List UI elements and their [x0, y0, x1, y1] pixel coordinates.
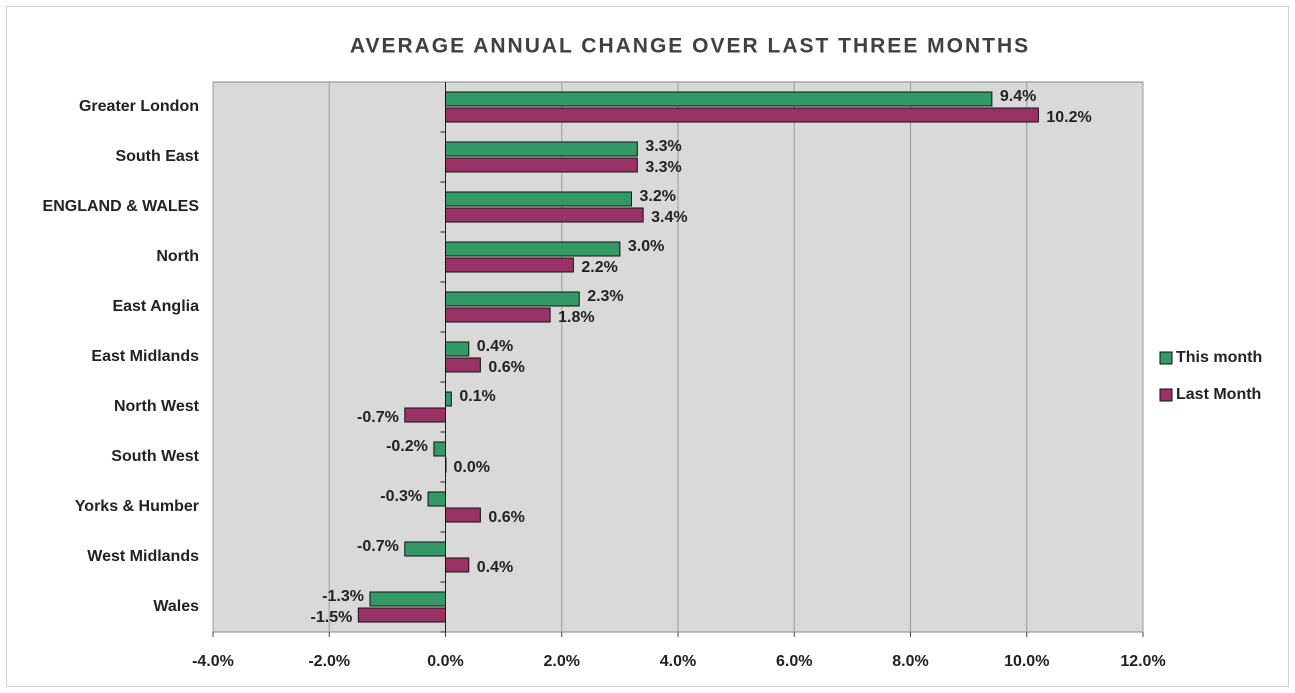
- y-tick-label: South East: [115, 148, 199, 165]
- data-label: -1.3%: [322, 588, 364, 605]
- x-tick-label: 10.0%: [1004, 653, 1049, 670]
- bar: [369, 591, 446, 607]
- data-label: 0.4%: [477, 338, 513, 355]
- data-label: -0.3%: [380, 488, 422, 505]
- bar: [357, 607, 446, 623]
- data-label: 0.0%: [454, 459, 490, 476]
- bar: [433, 441, 446, 457]
- bar: [445, 457, 447, 473]
- bar: [445, 507, 481, 523]
- bar: [445, 357, 481, 373]
- y-tick-label: Yorks & Humber: [75, 498, 199, 515]
- bar: [445, 107, 1039, 123]
- y-tick-label: North: [156, 248, 199, 265]
- data-label: -1.5%: [311, 609, 353, 626]
- bar: [445, 391, 452, 407]
- data-label: -0.7%: [357, 538, 399, 555]
- bar: [445, 341, 470, 357]
- bar: [445, 157, 638, 173]
- data-label: 1.8%: [558, 309, 594, 326]
- bar: [445, 557, 470, 573]
- bar: [404, 541, 446, 557]
- data-label: 0.4%: [477, 559, 513, 576]
- x-tick-label: 2.0%: [544, 653, 580, 670]
- y-tick-label: East Anglia: [112, 298, 199, 315]
- y-tick-label: Greater London: [79, 98, 199, 115]
- legend-label: This month: [1176, 349, 1262, 366]
- bar: [445, 257, 574, 273]
- x-tick-label: -4.0%: [192, 653, 234, 670]
- x-tick-label: 8.0%: [892, 653, 928, 670]
- data-label: 3.2%: [640, 188, 676, 205]
- y-tick-label: Wales: [153, 598, 199, 615]
- data-label: 2.2%: [581, 259, 617, 276]
- legend-swatch: [1159, 351, 1173, 365]
- data-label: 2.3%: [587, 288, 623, 305]
- bar: [445, 291, 580, 307]
- bar: [445, 141, 638, 157]
- x-tick-label: 12.0%: [1120, 653, 1165, 670]
- data-label: 3.4%: [651, 209, 687, 226]
- data-label: 0.6%: [488, 359, 524, 376]
- data-label: -0.7%: [357, 409, 399, 426]
- data-label: 9.4%: [1000, 88, 1036, 105]
- x-tick-label: -2.0%: [308, 653, 350, 670]
- data-label: 0.1%: [459, 388, 495, 405]
- chart-title: AVERAGE ANNUAL CHANGE OVER LAST THREE MO…: [350, 35, 1030, 58]
- bar: [404, 407, 446, 423]
- data-label: 3.3%: [645, 138, 681, 155]
- x-tick-label: 4.0%: [660, 653, 696, 670]
- bar: [427, 491, 446, 507]
- y-tick-label: East Midlands: [91, 348, 199, 365]
- data-label: 10.2%: [1046, 109, 1091, 126]
- legend-swatch: [1159, 388, 1173, 402]
- bar: [445, 91, 993, 107]
- data-label: 0.6%: [488, 509, 524, 526]
- data-label: -0.2%: [386, 438, 428, 455]
- data-label: 3.0%: [628, 238, 664, 255]
- data-label: 3.3%: [645, 159, 681, 176]
- y-tick-label: South West: [111, 448, 199, 465]
- bar: [445, 207, 644, 223]
- y-tick-label: ENGLAND & WALES: [43, 198, 200, 215]
- bar: [445, 307, 551, 323]
- x-tick-label: 0.0%: [427, 653, 463, 670]
- y-tick-label: North West: [114, 398, 200, 415]
- bar: [445, 241, 621, 257]
- x-tick-label: 6.0%: [776, 653, 812, 670]
- legend-label: Last Month: [1176, 386, 1261, 403]
- y-tick-label: West Midlands: [87, 548, 199, 565]
- bar: [445, 191, 632, 207]
